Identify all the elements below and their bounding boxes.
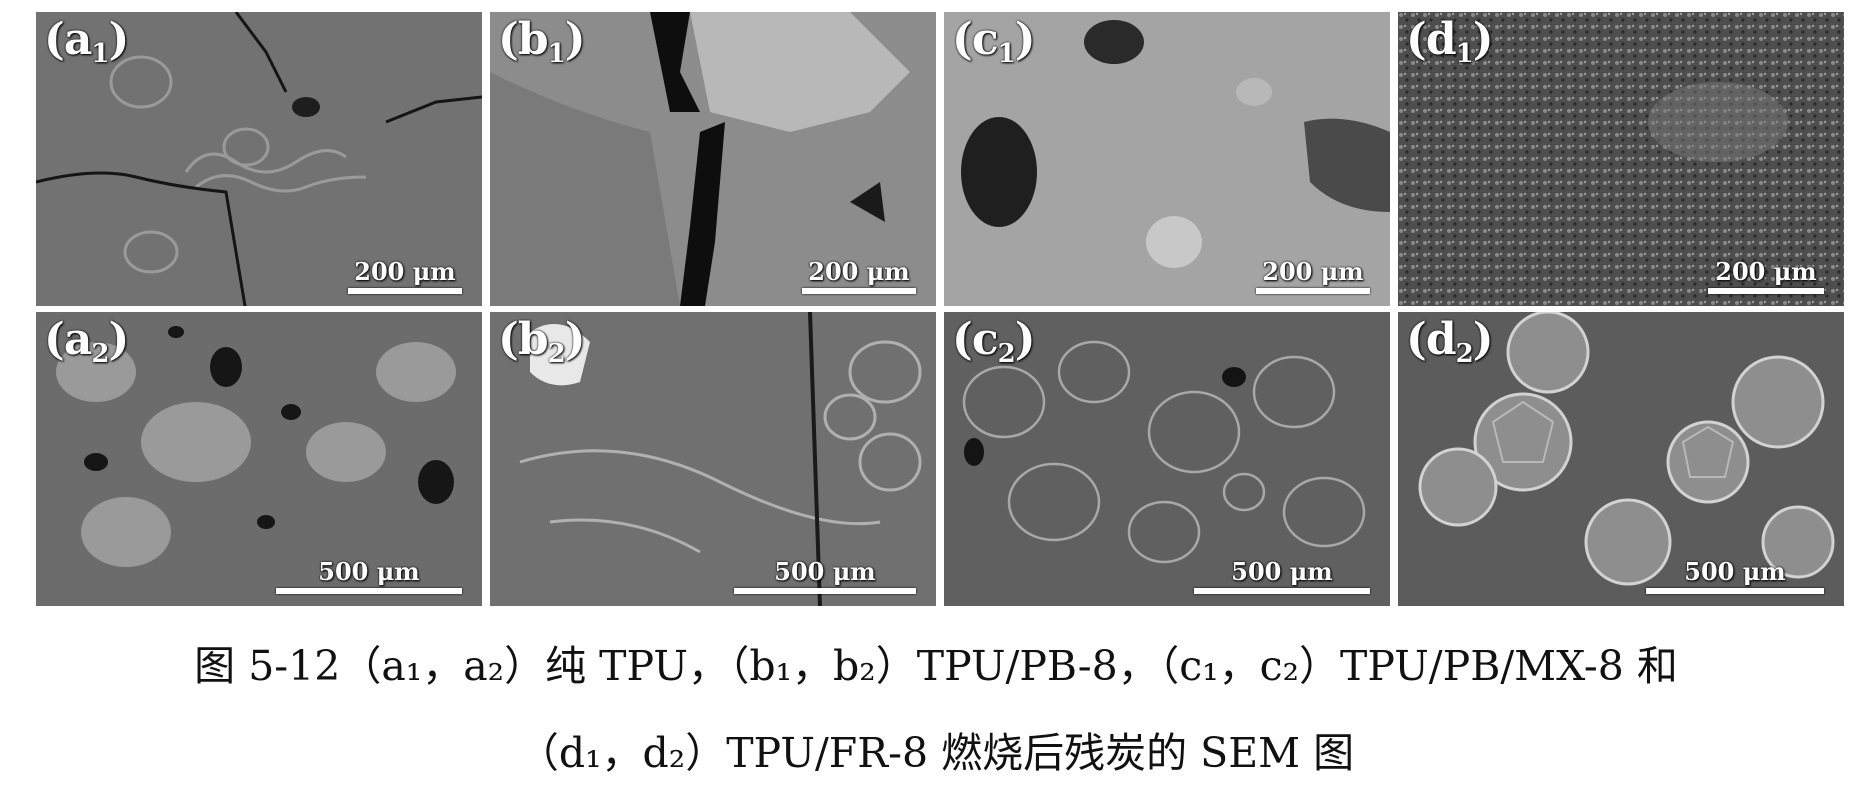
panel-label-a2: (a2) [44, 314, 129, 369]
scale-bar-label: 200 μm [1262, 257, 1364, 286]
sem-image-a2 [36, 312, 482, 606]
panel-label-b1: (b1) [498, 14, 586, 69]
scale-bar [276, 588, 462, 594]
panel-subscript: 1 [91, 39, 109, 69]
figure-caption-line-1: 图 5-12（a₁，a₂）纯 TPU，（b₁，b₂）TPU/PB-8，（c₁，c… [194, 642, 1678, 690]
scale-bar-group: 500 μm [734, 557, 916, 594]
sem-panel-b1: (b1) 200 μm [490, 12, 936, 306]
panel-letter: a [63, 314, 92, 365]
scale-bar-label: 500 μm [318, 557, 420, 586]
panel-label-b2: (b2) [498, 314, 586, 369]
scale-bar-label: 200 μm [1715, 257, 1817, 286]
panel-subscript: 1 [547, 39, 566, 69]
scale-bar-group: 200 μm [348, 257, 462, 294]
scale-bar-label: 200 μm [808, 257, 910, 286]
scale-bar-group: 500 μm [276, 557, 462, 594]
scale-bar [1708, 288, 1824, 294]
sem-figure-grid: (a1) 200 μm (b1) 200 μm (c1) 200 μm [36, 12, 1845, 606]
panel-letter: b [517, 314, 549, 365]
scale-bar-label: 500 μm [774, 557, 876, 586]
scale-bar-label: 200 μm [354, 257, 456, 286]
sem-image-c2 [944, 312, 1390, 606]
panel-letter: a [63, 14, 92, 65]
panel-label-d2: (d2) [1406, 314, 1494, 369]
sem-image-d1 [1398, 12, 1844, 306]
sem-image-c1 [944, 12, 1390, 306]
panel-label-c2: (c2) [952, 314, 1036, 369]
scale-bar-label: 500 μm [1684, 557, 1786, 586]
panel-letter: c [971, 14, 999, 65]
sem-image-d2 [1398, 312, 1844, 606]
panel-letter: d [1425, 314, 1457, 365]
sem-image-b1 [490, 12, 936, 306]
sem-panel-b2: (b2) 500 μm [490, 312, 936, 606]
panel-letter: b [517, 14, 549, 65]
panel-subscript: 2 [91, 339, 109, 369]
panel-label-c1: (c1) [952, 14, 1036, 69]
sem-panel-d2: (d2) 500 μm [1398, 312, 1844, 606]
panel-subscript: 1 [997, 39, 1016, 69]
scale-bar-group: 200 μm [1256, 257, 1370, 294]
scale-bar [1256, 288, 1370, 294]
scale-bar-group: 200 μm [802, 257, 916, 294]
sem-panel-a2: (a2) 500 μm [36, 312, 482, 606]
panel-subscript: 1 [1455, 39, 1474, 69]
scale-bar [802, 288, 916, 294]
sem-panel-d1: (d1) 200 μm [1398, 12, 1844, 306]
scale-bar [1646, 588, 1824, 594]
panel-subscript: 2 [1455, 339, 1474, 369]
panel-label-d1: (d1) [1406, 14, 1494, 69]
sem-panel-c2: (c2) 500 μm [944, 312, 1390, 606]
panel-subscript: 2 [997, 339, 1016, 369]
scale-bar [734, 588, 916, 594]
scale-bar-group: 500 μm [1646, 557, 1824, 594]
figure-caption-line-2: （d₁，d₂）TPU/FR-8 燃烧后残炭的 SEM 图 [517, 729, 1355, 777]
panel-letter: d [1425, 14, 1457, 65]
panel-subscript: 2 [547, 339, 566, 369]
sem-panel-a1: (a1) 200 μm [36, 12, 482, 306]
sem-image-b2 [490, 312, 936, 606]
scale-bar [348, 288, 462, 294]
scale-bar [1194, 588, 1370, 594]
panel-letter: c [971, 314, 999, 365]
scale-bar-group: 200 μm [1708, 257, 1824, 294]
scale-bar-label: 500 μm [1231, 557, 1333, 586]
sem-image-a1 [36, 12, 482, 306]
panel-label-a1: (a1) [44, 14, 129, 69]
scale-bar-group: 500 μm [1194, 557, 1370, 594]
sem-panel-c1: (c1) 200 μm [944, 12, 1390, 306]
